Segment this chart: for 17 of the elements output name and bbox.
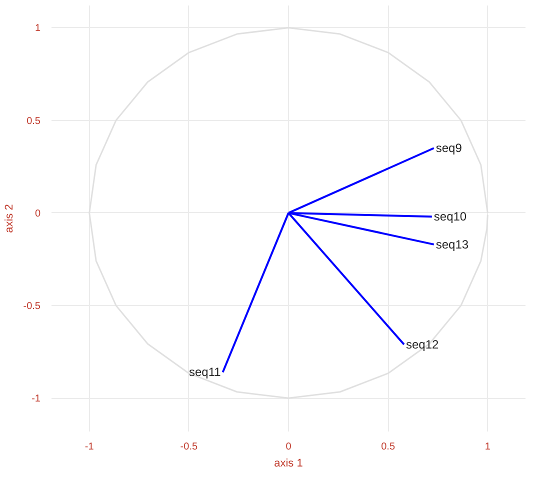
y-tick-label: 0.5 (26, 116, 41, 127)
series-label: seq9 (436, 141, 462, 156)
y-tick-label: -0.5 (23, 301, 41, 312)
x-axis-title: axis 1 (274, 458, 303, 470)
x-tick-label: -1 (84, 442, 94, 452)
series-label: seq12 (406, 337, 440, 352)
x-tick-label: 1 (484, 442, 491, 452)
y-tick-label: 0 (34, 208, 41, 220)
y-axis-title: axis 2 (3, 204, 16, 233)
series-label: seq11 (188, 365, 222, 380)
x-tick-label: -0.5 (180, 442, 198, 452)
series-label: seq10 (434, 210, 467, 224)
y-tick-label: 1 (34, 23, 41, 34)
series-label: seq13 (436, 237, 469, 252)
x-tick-label: 0 (286, 442, 292, 452)
y-tick-label: -1 (32, 394, 41, 405)
x-tick-label: 0.5 (381, 442, 396, 452)
